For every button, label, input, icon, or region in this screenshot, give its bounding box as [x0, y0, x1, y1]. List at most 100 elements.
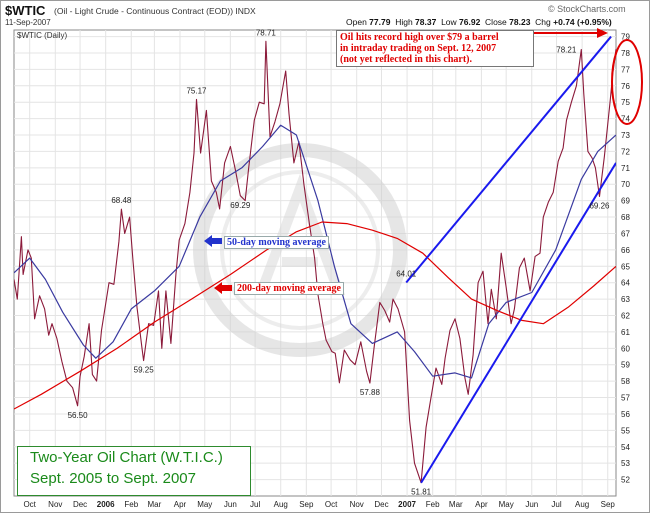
- x-tick-label: Nov: [350, 500, 364, 509]
- high-value: 78.37: [415, 17, 437, 27]
- close-label: Close: [485, 17, 507, 27]
- x-tick-label: Sep: [299, 500, 314, 509]
- y-tick-label: 65: [621, 262, 630, 271]
- ma200-line: [14, 221, 616, 410]
- symbol: $WTIC: [5, 3, 46, 18]
- close-value: 78.23: [509, 17, 531, 27]
- open-label: Open: [346, 17, 367, 27]
- x-tick-label: Oct: [325, 500, 338, 509]
- y-tick-label: 77: [621, 65, 630, 74]
- ma50-arrow: [204, 235, 222, 247]
- x-tick-label: Apr: [174, 500, 187, 509]
- y-tick-label: 53: [621, 459, 630, 468]
- x-tick-label: 2006: [97, 500, 115, 509]
- price-label: 51.81: [411, 488, 432, 497]
- series-layer: [14, 35, 616, 484]
- y-tick-label: 78: [621, 49, 630, 58]
- x-tick-label: May: [197, 500, 212, 509]
- record-high-callout: Oil hits record high over $79 a barrel i…: [336, 30, 534, 67]
- chg-value: +0.74 (+0.95%): [553, 17, 612, 27]
- watermark-credit: © StockCharts.com: [548, 4, 626, 14]
- price-label: 68.48: [111, 196, 132, 205]
- x-tick-label: Oct: [23, 500, 36, 509]
- y-tick-label: 52: [621, 476, 630, 485]
- price-label: 69.26: [589, 201, 610, 210]
- y-tick-label: 58: [621, 377, 630, 386]
- x-tick-label: Aug: [575, 500, 589, 509]
- price-label: 57.88: [360, 388, 381, 397]
- y-tick-label: 79: [621, 33, 630, 42]
- price-label: 69.29: [230, 201, 251, 210]
- y-tick-label: 66: [621, 246, 630, 255]
- y-tick-label: 68: [621, 213, 630, 222]
- ma200-label: 200-day moving average: [234, 282, 344, 295]
- y-tick-label: 71: [621, 164, 630, 173]
- y-tick-label: 69: [621, 197, 630, 206]
- chart-title-line-1: Two-Year Oil Chart (W.T.I.C.): [30, 449, 223, 466]
- plot-border: [13, 29, 617, 497]
- quote-bar: Open 77.79 High 78.37 Low 76.92 Close 78…: [346, 17, 612, 27]
- chart-date: 11-Sep-2007: [5, 18, 51, 27]
- x-tick-label: Sep: [601, 500, 616, 509]
- x-tick-label: 2007: [398, 500, 416, 509]
- ma50-label: 50-day moving average: [224, 236, 329, 249]
- y-tick-label: 56: [621, 410, 630, 419]
- price-label: 75.17: [186, 86, 207, 95]
- y-tick-label: 72: [621, 147, 630, 156]
- chart-title-box: Two-Year Oil Chart (W.T.I.C.) Sept. 2005…: [17, 446, 251, 496]
- y-tick-label: 61: [621, 328, 630, 337]
- callout-line: in intraday trading on Sept. 12, 2007: [340, 43, 497, 54]
- y-tick-label: 54: [621, 443, 630, 452]
- x-tick-label: Dec: [73, 500, 87, 509]
- price-label: 64.01: [396, 270, 417, 279]
- trendline: [420, 162, 616, 484]
- x-tick-label: Aug: [274, 500, 288, 509]
- x-tick-label: Mar: [147, 500, 161, 509]
- symbol-description: (Oil - Light Crude - Continuous Contract…: [54, 6, 256, 16]
- price-label: 78.71: [256, 28, 277, 37]
- callout-line: (not yet reflected in this chart).: [340, 54, 473, 65]
- y-tick-label: 57: [621, 394, 630, 403]
- price-label: 59.25: [134, 366, 155, 375]
- x-tick-label: Jul: [250, 500, 260, 509]
- x-tick-label: Mar: [449, 500, 463, 509]
- y-tick-label: 74: [621, 115, 630, 124]
- y-tick-label: 73: [621, 131, 630, 140]
- chg-label: Chg: [535, 17, 551, 27]
- y-tick-label: 55: [621, 426, 630, 435]
- high-label: High: [395, 17, 413, 27]
- callout-line: Oil hits record high over $79 a barrel: [340, 32, 499, 43]
- low-label: Low: [441, 17, 457, 27]
- price-labels: 56.50 68.48 59.25 75.17 69.29 78.71 57.88 64.01…: [68, 28, 610, 496]
- y-tick-label: 70: [621, 180, 630, 189]
- chart-title-line-2: Sept. 2005 to Sept. 2007: [30, 470, 196, 487]
- open-value: 77.79: [369, 17, 391, 27]
- y-tick-label: 67: [621, 229, 630, 238]
- trendline: [405, 35, 612, 284]
- x-tick-label: Nov: [48, 500, 62, 509]
- x-tick-label: Jul: [551, 500, 561, 509]
- x-tick-label: Dec: [374, 500, 388, 509]
- x-tick-label: Feb: [124, 500, 138, 509]
- y-tick-label: 60: [621, 344, 630, 353]
- y-tick-label: 62: [621, 312, 630, 321]
- low-value: 76.92: [459, 17, 481, 27]
- record-high-circle: [611, 39, 643, 125]
- y-tick-label: 76: [621, 82, 630, 91]
- ticker-label: $WTIC (Daily): [17, 31, 68, 40]
- y-tick-label: 64: [621, 279, 630, 288]
- y-tick-label: 59: [621, 361, 630, 370]
- x-tick-label: Jun: [224, 500, 237, 509]
- ma200-arrow: [214, 282, 232, 294]
- x-tick-label: Jun: [525, 500, 538, 509]
- price-label: 56.50: [68, 411, 89, 420]
- x-tick-label: May: [499, 500, 514, 509]
- y-tick-label: 63: [621, 295, 630, 304]
- price-label: 78.21: [556, 46, 577, 55]
- price-line: [14, 40, 616, 484]
- callout-arrow: [527, 28, 608, 38]
- ma50-line: [14, 124, 616, 379]
- x-tick-label: Feb: [426, 500, 440, 509]
- axis-ticks: 52 53 54 55 56 57 58 59 60 61 62 63 64 65 66 67 68 69 70 71…: [23, 33, 630, 509]
